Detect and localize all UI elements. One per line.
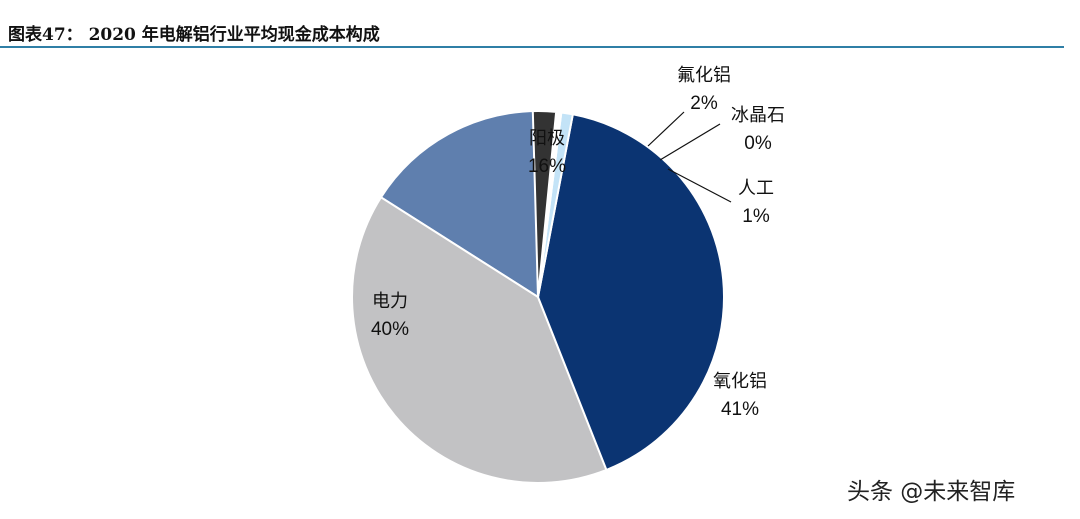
title-divider bbox=[0, 46, 1064, 48]
pie-slice-2 bbox=[351, 195, 608, 484]
slice-label-name: 阳极 bbox=[529, 128, 565, 149]
slice-label-value: 16% bbox=[528, 156, 566, 177]
slice-label-value: 41% bbox=[721, 399, 759, 420]
leader-line-4 bbox=[667, 168, 732, 203]
pie-slice-3 bbox=[536, 113, 726, 472]
slice-label-name: 冰晶石 bbox=[731, 105, 785, 126]
slice-label-name: 氟化铝 bbox=[677, 65, 731, 86]
slice-label-name: 电力 bbox=[372, 291, 408, 312]
watermark: 头条 @未来智库 bbox=[847, 479, 1016, 505]
slice-label-value: 1% bbox=[742, 206, 770, 227]
leader-line-6 bbox=[647, 111, 685, 147]
leader-line-5 bbox=[659, 123, 721, 161]
figure-title: 图表47： 2020 年电解铝行业平均现金成本构成 bbox=[8, 25, 380, 45]
slice-label-name: 人工 bbox=[738, 178, 774, 199]
pie-slices bbox=[351, 109, 726, 484]
slice-label-value: 0% bbox=[744, 133, 772, 154]
slice-label-value: 40% bbox=[371, 319, 409, 340]
pie-slice-6 bbox=[531, 109, 558, 298]
pie-slice-1 bbox=[379, 109, 539, 299]
slice-label-name: 氧化铝 bbox=[713, 371, 767, 392]
slice-label-value: 2% bbox=[690, 93, 718, 114]
